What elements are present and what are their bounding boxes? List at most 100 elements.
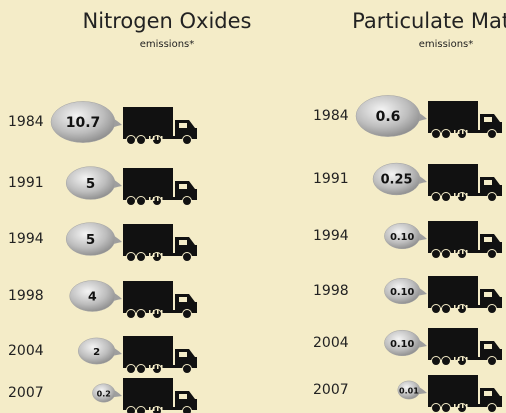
truck: [428, 328, 502, 366]
truck-stripe: [454, 357, 456, 361]
value-label: 0.10: [390, 232, 414, 243]
year-label: 1998: [8, 288, 44, 304]
truck-wheel: [137, 253, 146, 262]
truck: [123, 336, 197, 374]
truck-stripe: [466, 250, 468, 254]
truck-wheel: [432, 357, 441, 366]
truck-stripe: [466, 130, 468, 134]
truck-stripe: [149, 197, 151, 201]
chart-subtitle: emissions*: [419, 39, 474, 50]
truck-stripe: [466, 357, 468, 361]
truck-stripe: [161, 310, 163, 314]
truck-stripe: [458, 357, 460, 361]
truck-stripe: [153, 310, 155, 314]
year-label: 2007: [313, 382, 349, 398]
truck: [428, 221, 502, 259]
truck-wheel: [442, 130, 451, 139]
truck-stripe: [458, 130, 460, 134]
truck-wheel: [488, 305, 497, 314]
year-label: 1994: [8, 231, 44, 247]
truck-stripe: [462, 250, 464, 254]
truck-stripe: [153, 136, 155, 140]
truck-stripe: [462, 305, 464, 309]
value-label: 0.6: [376, 109, 401, 125]
truck-wheel: [432, 193, 441, 202]
infographic: Nitrogen Oxides emissions* 1984 10.7 1991 5 19…: [0, 0, 506, 413]
truck-wheel: [137, 136, 146, 145]
value-label: 4: [88, 289, 97, 304]
year-label: 1984: [313, 108, 349, 124]
truck-wheel: [183, 365, 192, 374]
truck-stripe: [462, 130, 464, 134]
truck-box: [123, 107, 173, 137]
truck-wheel: [432, 250, 441, 259]
value-label: 5: [86, 177, 95, 192]
truck-stripe: [149, 253, 151, 257]
truck-stripe: [157, 365, 159, 369]
truck-stripe: [153, 197, 155, 201]
truck-stripe: [462, 357, 464, 361]
truck-stripe: [454, 404, 456, 408]
truck: [428, 164, 502, 202]
truck-box: [123, 378, 173, 408]
truck: [123, 281, 197, 319]
truck-window: [179, 352, 187, 357]
year-label: 2004: [313, 335, 349, 351]
truck-wheel: [432, 404, 441, 413]
truck-window: [179, 297, 187, 302]
truck-wheel: [442, 250, 451, 259]
truck-window: [484, 344, 492, 349]
truck-box: [428, 164, 478, 194]
truck: [428, 375, 502, 413]
truck-wheel: [442, 305, 451, 314]
truck-stripe: [149, 310, 151, 314]
year-label: 1984: [8, 114, 44, 130]
truck-wheel: [183, 136, 192, 145]
value-label: 0.01: [399, 387, 419, 396]
truck-window: [179, 394, 187, 399]
truck: [428, 101, 502, 139]
truck-stripe: [157, 197, 159, 201]
truck: [123, 378, 197, 413]
truck-wheel: [137, 407, 146, 413]
truck-stripe: [161, 253, 163, 257]
truck-box: [123, 224, 173, 254]
truck-stripe: [466, 305, 468, 309]
truck-stripe: [157, 310, 159, 314]
truck-stripe: [458, 404, 460, 408]
truck-window: [484, 117, 492, 122]
truck-box: [428, 101, 478, 131]
value-label: 0.25: [381, 173, 413, 188]
truck-box: [123, 168, 173, 198]
truck-stripe: [454, 193, 456, 197]
truck-window: [484, 237, 492, 242]
value-label: 10.7: [66, 115, 101, 131]
truck-stripe: [153, 365, 155, 369]
truck-wheel: [488, 130, 497, 139]
value-label: 2: [93, 347, 100, 358]
truck-stripe: [454, 305, 456, 309]
truck-stripe: [161, 407, 163, 411]
truck-wheel: [183, 197, 192, 206]
chart-title: Nitrogen Oxides: [82, 9, 251, 33]
truck-stripe: [466, 404, 468, 408]
truck-wheel: [488, 250, 497, 259]
truck-box: [123, 336, 173, 366]
truck-stripe: [161, 365, 163, 369]
truck-wheel: [127, 253, 136, 262]
year-label: 1998: [313, 283, 349, 299]
truck-wheel: [137, 310, 146, 319]
chart-subtitle: emissions*: [140, 39, 195, 50]
truck-wheel: [432, 130, 441, 139]
truck-stripe: [157, 136, 159, 140]
value-label: 0.10: [390, 287, 414, 298]
truck-stripe: [157, 253, 159, 257]
truck-wheel: [183, 310, 192, 319]
truck-stripe: [149, 407, 151, 411]
truck-window: [179, 184, 187, 189]
truck-wheel: [432, 305, 441, 314]
truck-wheel: [183, 407, 192, 413]
year-label: 1991: [313, 171, 349, 187]
truck-stripe: [454, 130, 456, 134]
truck-box: [428, 328, 478, 358]
